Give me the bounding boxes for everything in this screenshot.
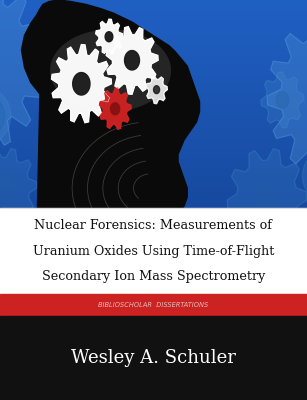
Bar — [0, 260, 307, 265]
Bar — [0, 20, 307, 24]
Polygon shape — [261, 252, 286, 284]
Polygon shape — [52, 44, 111, 123]
Polygon shape — [267, 16, 307, 176]
Bar — [0, 157, 307, 162]
Bar — [0, 316, 307, 400]
Bar — [0, 30, 307, 34]
Bar — [0, 103, 307, 108]
Bar — [0, 137, 307, 142]
Bar — [0, 186, 307, 191]
Bar — [0, 211, 307, 216]
Bar — [0, 49, 307, 54]
Bar — [0, 176, 307, 181]
Polygon shape — [154, 86, 160, 94]
Bar — [0, 0, 307, 5]
Bar — [0, 255, 307, 260]
Bar — [0, 132, 307, 137]
Bar — [0, 98, 307, 103]
Bar — [0, 74, 307, 78]
Bar — [0, 64, 307, 69]
Bar — [0, 69, 307, 74]
Bar — [0, 201, 307, 206]
Bar — [0, 265, 307, 270]
Polygon shape — [146, 76, 167, 104]
Polygon shape — [0, 98, 5, 134]
Polygon shape — [73, 72, 90, 95]
Bar — [0, 225, 307, 230]
Bar — [0, 284, 307, 289]
Polygon shape — [0, 0, 46, 152]
Polygon shape — [111, 103, 120, 115]
Bar — [0, 128, 307, 132]
Polygon shape — [96, 19, 122, 54]
Polygon shape — [0, 90, 11, 142]
Polygon shape — [276, 92, 289, 108]
Polygon shape — [255, 185, 279, 215]
Bar — [0, 122, 307, 127]
Bar — [0, 39, 307, 44]
Bar — [0, 162, 307, 166]
Bar — [0, 196, 307, 201]
Bar — [0, 108, 307, 113]
Bar — [0, 220, 307, 226]
Bar — [0, 240, 307, 245]
Polygon shape — [265, 257, 282, 279]
Bar — [0, 172, 307, 176]
Polygon shape — [0, 148, 37, 228]
Bar — [0, 294, 307, 316]
Bar — [0, 216, 307, 220]
Bar — [0, 245, 307, 250]
Bar — [0, 24, 307, 29]
Bar — [0, 44, 307, 49]
Bar — [0, 181, 307, 186]
Polygon shape — [0, 176, 15, 200]
Text: BIBLIOSCHOLAR  DISSERTATIONS: BIBLIOSCHOLAR DISSERTATIONS — [98, 302, 209, 308]
Bar — [0, 10, 307, 15]
Bar — [0, 235, 307, 240]
Bar — [0, 83, 307, 88]
Bar — [0, 59, 307, 64]
Bar — [0, 54, 307, 59]
Polygon shape — [302, 154, 307, 198]
Bar — [0, 166, 307, 172]
Bar — [0, 289, 307, 294]
Bar — [0, 34, 307, 39]
Bar — [0, 191, 307, 196]
Text: Nuclear Forensics: Measurements of: Nuclear Forensics: Measurements of — [34, 219, 273, 232]
Polygon shape — [261, 72, 304, 128]
Bar — [0, 118, 307, 122]
Bar — [0, 208, 307, 294]
Polygon shape — [105, 32, 113, 42]
Polygon shape — [99, 88, 131, 129]
Bar — [0, 142, 307, 147]
Bar — [0, 279, 307, 284]
Text: Wesley A. Schuler: Wesley A. Schuler — [71, 349, 236, 367]
Bar — [0, 250, 307, 255]
Bar — [0, 113, 307, 118]
Text: Secondary Ion Mass Spectrometry: Secondary Ion Mass Spectrometry — [42, 270, 265, 283]
Bar — [0, 152, 307, 157]
Bar — [0, 78, 307, 83]
Bar — [0, 147, 307, 152]
Bar — [0, 270, 307, 274]
Bar — [0, 93, 307, 98]
Polygon shape — [51, 30, 170, 111]
Bar — [0, 5, 307, 10]
Bar — [0, 88, 307, 93]
Bar — [0, 274, 307, 279]
Bar — [0, 15, 307, 20]
Polygon shape — [227, 149, 307, 251]
Bar — [0, 206, 307, 211]
Polygon shape — [106, 27, 158, 94]
Bar — [0, 230, 307, 235]
Polygon shape — [125, 50, 139, 70]
Polygon shape — [21, 0, 200, 284]
Text: Uranium Oxides Using Time-of-Flight: Uranium Oxides Using Time-of-Flight — [33, 244, 274, 258]
